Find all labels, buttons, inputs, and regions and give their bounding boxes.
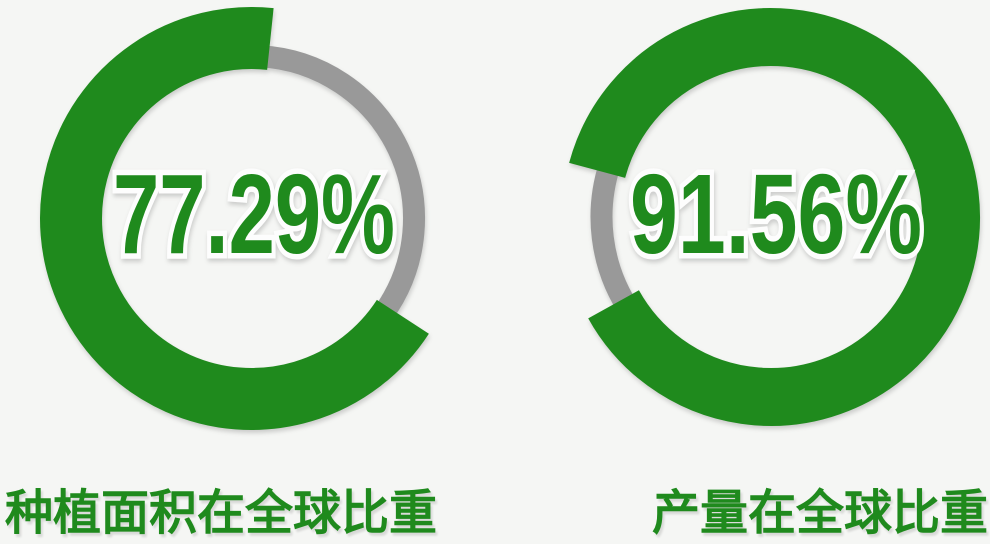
- donut-track-arc: [590, 161, 637, 313]
- donut-value-label: 91.56%: [630, 151, 922, 277]
- chart-title-planting-area: 种植面积在全球比重: [5, 485, 438, 541]
- donut-value-arc: [569, 8, 980, 426]
- donut-chart-production: 91.56%: [569, 8, 980, 426]
- donut-chart-planting-area: 77.29%: [40, 7, 429, 430]
- donut-value-label: 77.29%: [113, 151, 395, 277]
- donut-track-arc: [259, 45, 425, 321]
- chart-title-production: 产量在全球比重: [652, 485, 989, 541]
- donut-value-arc: [40, 7, 429, 430]
